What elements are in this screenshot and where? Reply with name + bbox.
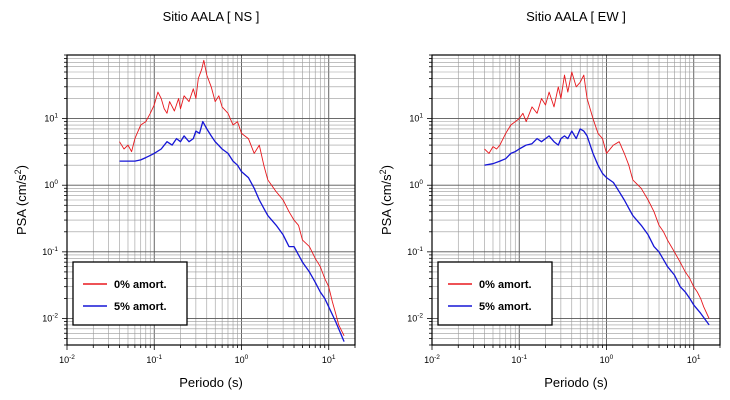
y-tick-label: 101 xyxy=(44,113,58,124)
y-tick-label: 10-1 xyxy=(42,246,58,257)
x-tick-label: 100 xyxy=(235,354,249,365)
legend-label: 5% amort. xyxy=(479,301,532,313)
chart-panel-ns: Sitio AALA [ NS ] 10-2 10-1 100 101 10-2 10-1 1… xyxy=(13,9,356,390)
y-axis-label: PSA (cm/s2) xyxy=(13,165,29,235)
series-line-0pct xyxy=(119,59,345,336)
x-axis-label: Periodo (s) xyxy=(544,375,608,390)
series-line-5pct xyxy=(119,120,345,342)
legend-label: 0% amort. xyxy=(114,279,167,291)
legend-box xyxy=(437,261,553,326)
x-axis-label: Periodo (s) xyxy=(179,375,243,390)
x-tick-label: 101 xyxy=(687,354,701,365)
x-tick-label: 101 xyxy=(322,354,336,365)
series-group xyxy=(484,71,710,326)
x-tick-label: 10-2 xyxy=(59,354,75,365)
chart-title: Sitio AALA [ EW ] xyxy=(526,9,626,24)
x-tick-label: 100 xyxy=(600,354,614,365)
y-tick-label: 100 xyxy=(44,179,58,190)
y-tick-label: 100 xyxy=(409,179,423,190)
series-line-5pct xyxy=(484,128,710,326)
tick-marks xyxy=(427,54,721,350)
y-tick-label: 10-2 xyxy=(42,312,58,323)
legend: 0% amort. 5% amort. xyxy=(72,261,188,326)
legend-label: 0% amort. xyxy=(479,279,532,291)
grid xyxy=(66,54,356,346)
series-group xyxy=(119,59,345,342)
tick-marks xyxy=(62,54,356,350)
y-tick-label: 10-1 xyxy=(407,246,423,257)
chart-panel-ew: Sitio AALA [ EW ] 10-2 10-1 100 101 10-2 10-1 1… xyxy=(378,9,721,390)
legend-label: 5% amort. xyxy=(114,301,167,313)
x-tick-label: 10-1 xyxy=(146,354,162,365)
series-line-0pct xyxy=(484,71,710,319)
legend-box xyxy=(72,261,188,326)
y-tick-label: 10-2 xyxy=(407,312,423,323)
y-axis-label: PSA (cm/s2) xyxy=(378,165,394,235)
x-tick-label: 10-1 xyxy=(511,354,527,365)
x-tick-label: 10-2 xyxy=(424,354,440,365)
legend: 0% amort. 5% amort. xyxy=(437,261,553,326)
chart-title: Sitio AALA [ NS ] xyxy=(163,9,260,24)
y-tick-label: 101 xyxy=(409,113,423,124)
